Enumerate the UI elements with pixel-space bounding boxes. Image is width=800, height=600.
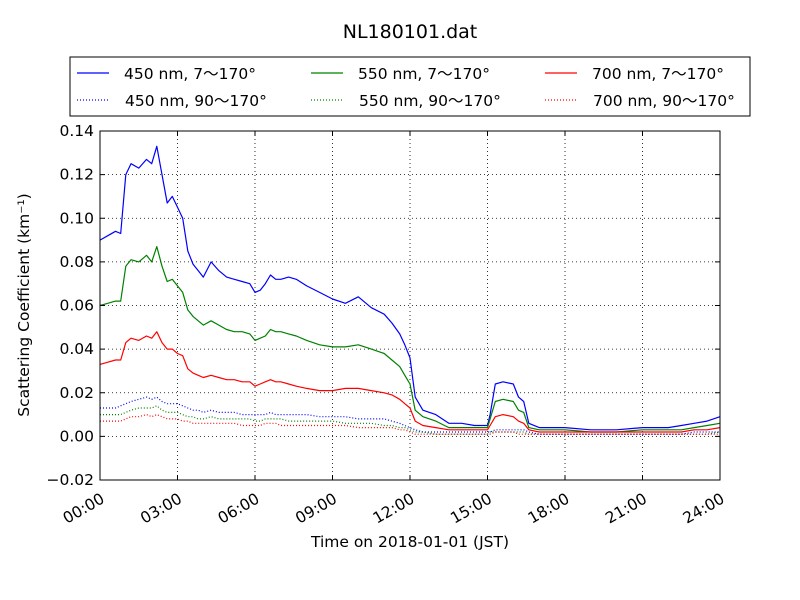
series-line-3 [100,396,720,435]
y-tick-label: 0.02 [59,384,94,402]
ticks [99,130,721,481]
legend-label: 700 nm, 90～170° [593,92,735,110]
x-tick-label: 15:00 [447,490,495,528]
x-tick-label: 03:00 [137,490,185,528]
tick-labels: 00:00 03:00 06:00 09:00 12:00 15:00 18:00 21:00… [47,122,728,528]
legend-label: 450 nm, 90～170° [125,92,267,110]
series-line-0 [99,145,721,431]
y-tick-label: 0.14 [59,122,94,140]
series-line-1 [99,246,721,433]
x-axis-label: Time on 2018-01-01 (JST) [310,533,509,551]
x-tick-label: 21:00 [602,490,650,528]
x-tick-label: 09:00 [292,490,340,528]
y-tick-label: 0.04 [59,340,94,358]
y-tick-label: 0.00 [59,427,94,445]
y-tick-label: 0.10 [59,209,94,227]
grid [99,130,721,481]
legend: 450 nm, 7～170° 550 nm, 7～170° 700 nm, 7～17… [69,56,751,117]
legend-label: 700 nm, 7～170° [592,65,724,83]
y-axis-label: Scattering Coefficient (km⁻¹) [15,193,33,416]
legend-label: 550 nm, 90～170° [359,92,501,110]
legend-box [69,56,751,117]
y-tick-label: −0.02 [47,471,95,489]
chart-title: NL180101.dat [343,21,478,43]
legend-label: 450 nm, 7～170° [124,65,256,83]
x-tick-label: 18:00 [525,490,573,528]
series-layer [99,145,721,435]
y-tick-label: 0.12 [59,166,94,184]
x-tick-label: 12:00 [370,490,418,528]
series-line-4 [100,405,721,435]
legend-label: 550 nm, 7～170° [358,65,490,83]
x-tick-label: 06:00 [215,490,263,528]
series-line-2 [99,331,721,433]
y-tick-label: 0.08 [59,253,94,271]
x-tick-label: 24:00 [680,490,728,528]
y-tick-label: 0.06 [59,297,94,315]
x-tick-label: 00:00 [60,490,108,528]
